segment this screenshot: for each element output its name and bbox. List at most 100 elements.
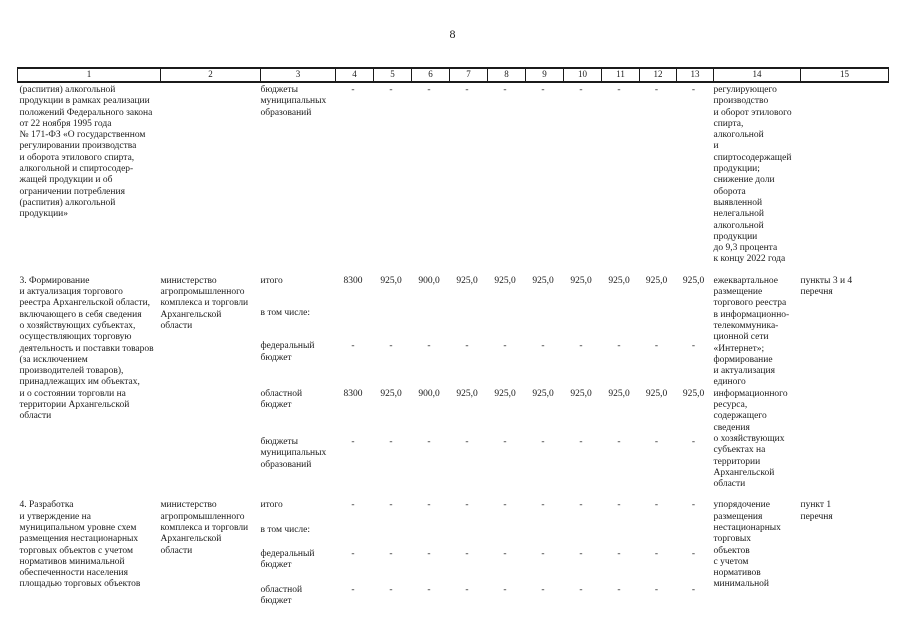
value-cell: - <box>579 85 583 95</box>
executor-cell: министерство агропромышленного комплекса… <box>160 275 249 331</box>
activity-cell: 4. Разработка и утверждение на муниципал… <box>19 500 141 590</box>
header-cell: 9 <box>525 67 564 83</box>
value-cell: - <box>465 85 469 95</box>
value-cell: 925,0 <box>570 389 592 400</box>
value-cell: 900,0 <box>418 275 440 286</box>
value-cell: 925,0 <box>645 389 668 400</box>
page-number: 8 <box>449 27 456 41</box>
value-cell: - <box>541 548 545 559</box>
value-cell: 925,0 <box>456 389 478 400</box>
value-cell: - <box>654 437 659 448</box>
value-cell: - <box>465 341 469 352</box>
header-cell: 13 <box>676 67 714 83</box>
header-cell: 7 <box>449 67 488 83</box>
value-cell: 925,0 <box>532 275 554 286</box>
value-cell: - <box>465 548 469 559</box>
value-cell: - <box>579 437 583 448</box>
header-cell: 11 <box>601 67 640 83</box>
value-cell: - <box>389 85 393 95</box>
header-cell: 6 <box>411 67 450 83</box>
value-cell: - <box>503 500 507 511</box>
budget-line-row: в том числе: <box>18 306 889 339</box>
value-cell: - <box>617 500 621 511</box>
header-row: 1 2 3 4 5 6 7 8 9 10 11 12 13 14 15 <box>17 67 889 83</box>
value-cell: - <box>617 548 621 559</box>
value-cell: - <box>389 437 393 448</box>
value-cell: - <box>541 85 545 95</box>
value-cell: - <box>691 548 696 559</box>
value-cell: 925,0 <box>608 275 630 286</box>
value-cell-empty <box>336 523 714 547</box>
activity-cell: 3. Формирование и актуализация торгового… <box>19 275 154 422</box>
budget-line-row: федеральный бюджет - - - - - - - - - - <box>18 339 889 387</box>
value-cell: - <box>503 437 507 448</box>
value-cell: - <box>427 584 431 595</box>
header-cell: 10 <box>563 67 602 83</box>
budget-type-cell: бюджеты муниципальных образований <box>260 437 327 470</box>
value-cell: 925,0 <box>570 275 592 286</box>
value-cell: - <box>427 548 431 559</box>
value-cell: - <box>389 500 393 511</box>
value-cell: 8300 <box>343 389 363 400</box>
budget-line-row: в том числе: <box>18 523 889 547</box>
value-cell: - <box>465 584 469 595</box>
value-cell: 925,0 <box>645 275 668 286</box>
budget-line-row: областной бюджет 8300 925,0 900,0 925,0 … <box>18 387 889 435</box>
budget-type-cell: областной бюджет <box>260 389 303 411</box>
value-cell: - <box>654 341 659 352</box>
budget-line-row: 3. Формирование и актуализация торгового… <box>18 274 889 489</box>
header-cell: 1 <box>17 67 161 83</box>
value-cell: 925,0 <box>608 389 630 400</box>
value-cell: - <box>503 548 507 559</box>
value-cell: - <box>427 500 431 511</box>
program-table: 1 2 3 4 5 6 7 8 9 10 11 12 13 14 15 (рас… <box>17 67 889 618</box>
value-cell: 925,0 <box>494 389 516 400</box>
value-cell: - <box>654 548 659 559</box>
value-cell: - <box>465 437 469 448</box>
table-row-group: 3. Формирование и актуализация торгового… <box>18 274 889 499</box>
table-row-group: 4. Разработка и утверждение на муниципал… <box>18 498 889 618</box>
executor-cell <box>161 82 261 274</box>
value-cell: - <box>465 500 469 511</box>
value-cell: - <box>541 584 545 595</box>
value-cell: - <box>579 341 583 352</box>
budget-line-row: 4. Разработка и утверждение на муниципал… <box>18 498 889 589</box>
header-cell: 14 <box>713 67 801 83</box>
value-cell: - <box>541 341 545 352</box>
list-item-cell: пункт 1 перечня <box>800 500 833 522</box>
value-cell: - <box>691 85 696 95</box>
budget-line-row: областной бюджет - - - - - - - - - - <box>18 583 889 619</box>
value-cell: - <box>351 584 355 595</box>
value-cell: - <box>691 584 696 595</box>
list-item-cell: пункты 3 и 4 перечня <box>800 275 853 298</box>
value-cell: - <box>691 437 696 448</box>
value-cell: - <box>427 341 431 352</box>
table-row-group: (распития) алкогольной продукции в рамка… <box>18 82 889 274</box>
header-cell: 2 <box>160 67 261 83</box>
budget-line-row: бюджеты муниципальных образований - - - … <box>18 435 889 498</box>
value-cell: 925,0 <box>682 389 705 400</box>
value-cell: 925,0 <box>456 275 478 286</box>
value-cell: - <box>351 500 355 511</box>
budget-type-cell: в том числе: <box>260 308 311 319</box>
value-cell: - <box>427 85 431 95</box>
value-cell: - <box>654 500 659 511</box>
value-cell: - <box>691 341 696 352</box>
expected-results-cell: регулирующего производство и оборот этил… <box>713 85 792 265</box>
budget-type-cell: федеральный бюджет <box>260 341 315 363</box>
value-cell: 8300 <box>343 275 363 286</box>
value-cell: - <box>617 85 621 95</box>
budget-line-row: (распития) алкогольной продукции в рамка… <box>18 82 889 274</box>
value-cell: - <box>541 500 545 511</box>
value-cell: - <box>654 85 659 95</box>
value-cell: - <box>351 85 355 95</box>
activity-cell: (распития) алкогольной продукции в рамка… <box>19 85 153 220</box>
value-cell: 925,0 <box>494 275 516 286</box>
budget-type-cell: федеральный бюджет <box>260 548 315 571</box>
value-cell: - <box>503 85 507 95</box>
value-cell-empty <box>336 306 714 339</box>
value-cell: - <box>351 437 355 448</box>
value-cell: - <box>617 437 621 448</box>
budget-type-cell: итого <box>260 275 283 286</box>
